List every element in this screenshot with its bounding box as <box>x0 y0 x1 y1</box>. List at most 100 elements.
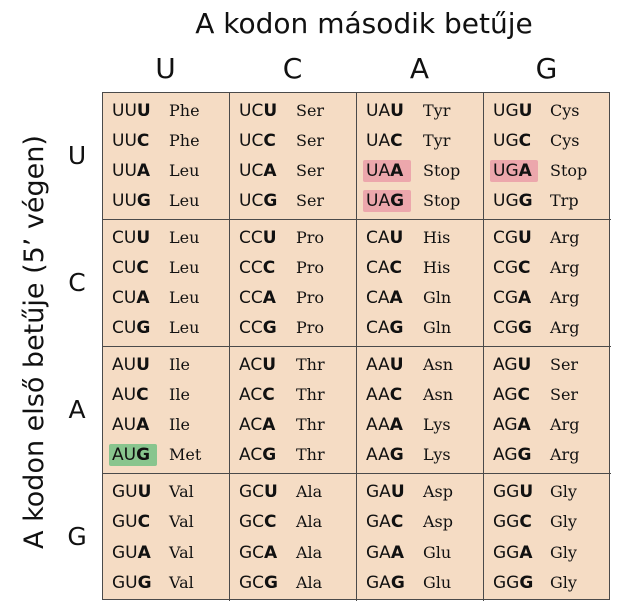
amino-acid: Ile <box>169 385 190 404</box>
codon-row: CGU Arg <box>484 226 611 250</box>
col-header-a: A <box>409 52 430 85</box>
amino-acid: Leu <box>169 318 200 337</box>
codon: CUU <box>109 227 157 249</box>
codon-prefix: UA <box>366 101 391 121</box>
codon-block: CUU Leu CUC Leu CUA Leu CUG Leu <box>103 220 230 347</box>
codon-third-letter: U <box>136 101 151 121</box>
codon: AGC <box>490 384 538 406</box>
codon-prefix: UC <box>239 191 264 211</box>
amino-acid: Thr <box>296 385 325 404</box>
amino-acid: Pro <box>296 258 325 277</box>
col-header-g: G <box>535 52 558 85</box>
side-title: A kodon első betűje (5’ végen) <box>19 135 50 549</box>
codon: ACA <box>236 414 284 436</box>
codon: AAU <box>363 354 411 376</box>
codon-row: ACA Thr <box>230 413 356 437</box>
codon-third-letter: C <box>389 258 402 278</box>
codon: GUA <box>109 542 157 564</box>
amino-acid: Ala <box>296 482 323 502</box>
codon-row: CCA Pro <box>230 286 356 310</box>
codon: CCG <box>236 317 284 339</box>
codon-row: CCU Pro <box>230 226 356 250</box>
codon-prefix: CG <box>493 228 519 248</box>
amino-acid: Stop <box>423 191 461 210</box>
codon: GUU <box>109 481 157 503</box>
codon-third-letter: G <box>262 445 277 465</box>
codon-prefix: AC <box>239 385 263 405</box>
codon-third-letter: C <box>264 512 277 533</box>
codon: CGA <box>490 287 538 309</box>
codon: UAU <box>363 100 411 122</box>
amino-acid: Pro <box>296 318 325 337</box>
codon-prefix: UG <box>493 131 519 151</box>
codon-third-letter: C <box>263 131 276 151</box>
codon-row: UAU Tyr <box>357 99 483 123</box>
codon: UUU <box>109 100 157 122</box>
codon-row: UUG Leu <box>103 189 229 213</box>
codon-third-letter: U <box>390 482 405 503</box>
codon-third-letter: A <box>390 542 404 563</box>
amino-acid: Asn <box>423 385 454 404</box>
codon-prefix: CC <box>239 288 263 308</box>
codon: ACG <box>236 444 284 466</box>
codon: UGG <box>490 190 538 212</box>
codon-prefix: GG <box>493 512 520 533</box>
codon-prefix: GU <box>112 542 138 563</box>
codon-prefix: AA <box>366 355 390 375</box>
codon: UUG <box>109 190 157 212</box>
codon: CGG <box>490 317 538 339</box>
codon-prefix: UU <box>112 101 137 121</box>
codon-prefix: CC <box>239 228 263 248</box>
codon-row: GCC Ala <box>230 510 356 534</box>
codon-prefix: GU <box>112 482 138 503</box>
codon: GGA <box>490 542 538 564</box>
codon: AUA <box>109 414 157 436</box>
codon-third-letter: U <box>262 228 277 248</box>
codon-row: CUC Leu <box>103 256 229 280</box>
codon-prefix: AG <box>493 355 518 375</box>
codon-third-letter: G <box>518 191 533 211</box>
codon-row: UCG Ser <box>230 189 356 213</box>
row-header-g: G <box>67 522 87 551</box>
codon-block: GGU Gly GGC Gly GGA Gly GGG Gly <box>484 474 611 601</box>
codon-row: GAU Asp <box>357 480 483 504</box>
amino-acid: Tyr <box>423 101 451 120</box>
amino-acid: Tyr <box>423 131 451 150</box>
codon: GGC <box>490 511 538 533</box>
amino-acid: Asp <box>423 482 454 502</box>
codon: GUC <box>109 511 157 533</box>
codon: CCU <box>236 227 284 249</box>
amino-acid: Leu <box>169 258 200 277</box>
codon-row: ACU Thr <box>230 353 356 377</box>
codon-row: GGG Gly <box>484 571 611 595</box>
amino-acid: Ser <box>296 191 325 210</box>
codon-row: GAG Glu <box>357 571 483 595</box>
codon-third-letter: G <box>136 445 151 465</box>
codon-row: AUG Met <box>103 443 229 467</box>
amino-acid: Ser <box>296 101 325 120</box>
codon: ACU <box>236 354 284 376</box>
amino-acid: His <box>423 228 451 247</box>
codon-prefix: CA <box>366 258 390 278</box>
table-title: A kodon második betűje <box>195 7 533 40</box>
codon-block: UUU Phe UUC Phe UUA Leu UUG Leu <box>103 93 230 220</box>
amino-acid: Lys <box>423 415 451 434</box>
codon-third-letter: G <box>262 318 277 338</box>
codon-third-letter: A <box>136 415 150 435</box>
codon-block: AGU Ser AGC Ser AGA Arg AGG Arg <box>484 347 611 474</box>
codon-prefix: UA <box>366 161 391 181</box>
codon-row: UGG Trp <box>484 189 611 213</box>
codon-prefix: UU <box>112 161 137 181</box>
amino-acid: Phe <box>169 131 200 150</box>
amino-acid: Ala <box>296 572 323 592</box>
codon-third-letter: C <box>390 512 404 533</box>
codon-row: UUU Phe <box>103 99 229 123</box>
codon-third-letter: U <box>136 355 150 375</box>
codon-prefix: GU <box>112 572 138 593</box>
codon-prefix: CG <box>493 288 519 308</box>
codon-prefix: CA <box>366 288 390 308</box>
codon-third-letter: G <box>136 318 151 338</box>
amino-acid: Ile <box>169 415 190 434</box>
codon: CUG <box>109 317 157 339</box>
codon-third-letter: U <box>389 228 404 248</box>
